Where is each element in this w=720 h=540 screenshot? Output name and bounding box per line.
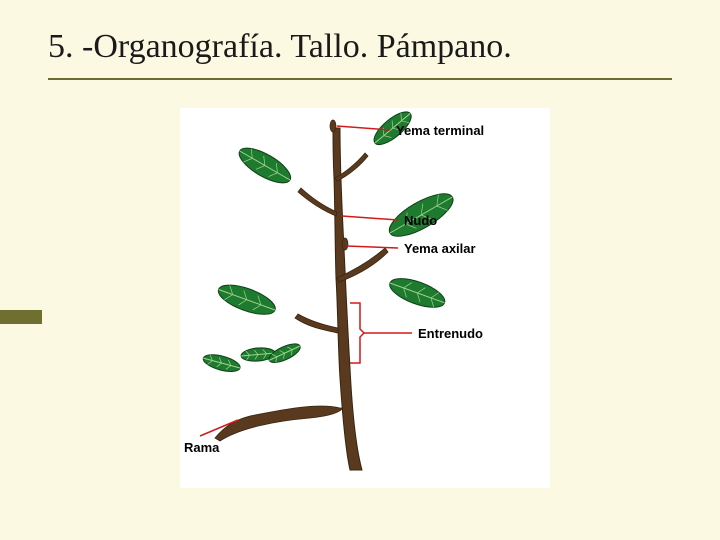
diagram-svg xyxy=(180,108,550,488)
slide-accent-bar xyxy=(0,310,42,324)
label-yema-axilar: Yema axilar xyxy=(404,241,476,256)
slide-header: 5. -Organografía. Tallo. Pámpano. xyxy=(48,28,672,80)
label-entrenudo: Entrenudo xyxy=(418,326,483,341)
stem-diagram: Yema terminal Nudo Yema axilar Entrenudo Ram… xyxy=(180,108,550,488)
title-underline xyxy=(48,78,672,80)
page-title: 5. -Organografía. Tallo. Pámpano. xyxy=(48,28,672,76)
label-nudo: Nudo xyxy=(404,213,437,228)
label-rama: Rama xyxy=(184,440,219,455)
label-yema-terminal: Yema terminal xyxy=(396,123,484,138)
